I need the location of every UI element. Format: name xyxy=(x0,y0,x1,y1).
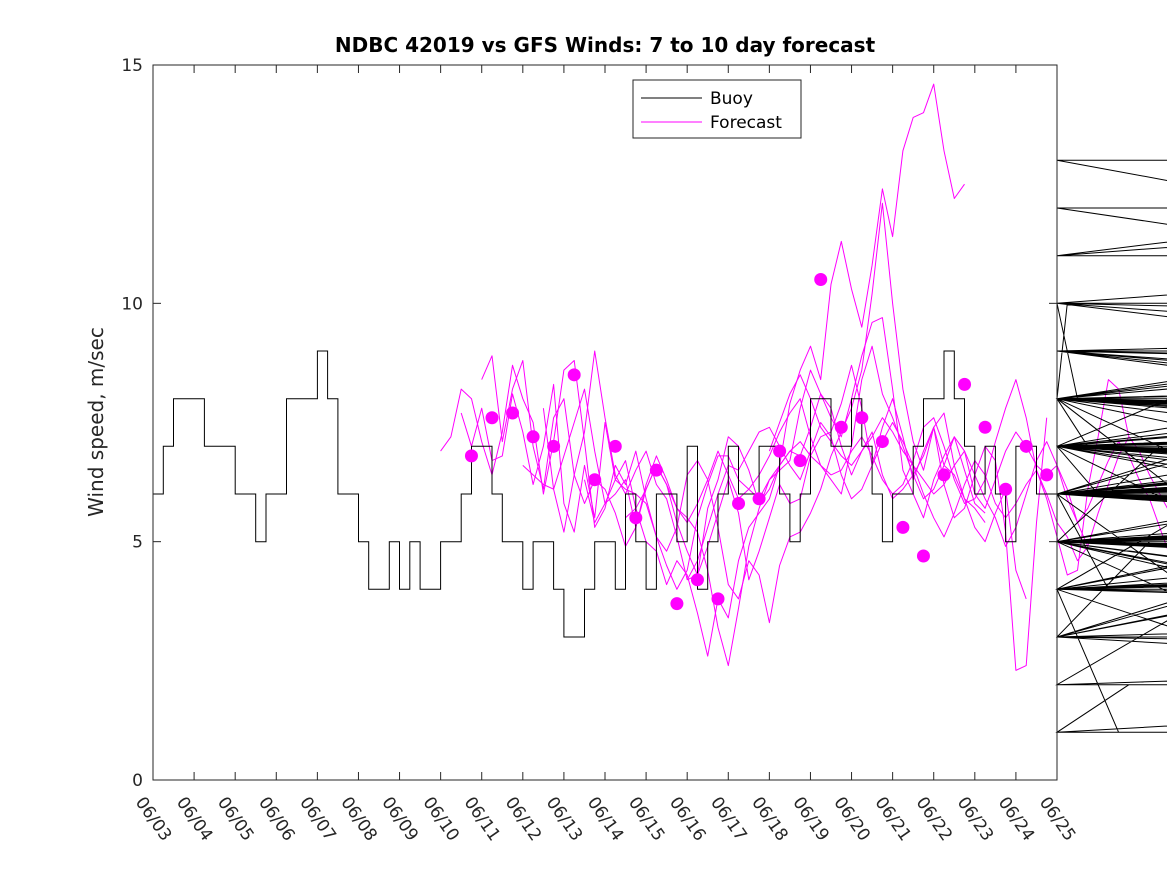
x-tick-label: 06/11 xyxy=(460,793,504,845)
forecast-marker xyxy=(1040,468,1054,482)
legend-label-forecast: Forecast xyxy=(710,113,782,133)
forecast-marker xyxy=(916,549,930,563)
forecast-marker xyxy=(711,592,725,606)
x-tick-label: 06/16 xyxy=(665,793,709,845)
y-tick-label: 0 xyxy=(132,771,143,791)
x-tick-label: 06/17 xyxy=(706,793,750,845)
legend-box xyxy=(632,79,802,139)
forecast-marker xyxy=(773,444,787,458)
forecast-marker xyxy=(896,520,910,534)
x-tick-label: 06/08 xyxy=(336,793,380,845)
forecast-marker xyxy=(649,463,663,477)
y-axis: 0 5 10 15 xyxy=(121,56,1057,791)
x-tick-label: 06/04 xyxy=(172,793,216,845)
forecast-trace xyxy=(522,364,1027,600)
x-tick-label: 06/24 xyxy=(994,793,1038,845)
x-tick-label: 06/21 xyxy=(871,793,915,845)
forecast-marker xyxy=(875,435,889,449)
forecast-marker xyxy=(752,492,766,506)
x-tick-label: 06/22 xyxy=(912,793,956,845)
forecast-trace xyxy=(584,345,1089,590)
x-tick-label: 06/07 xyxy=(295,793,339,845)
forecast-marker xyxy=(690,573,704,587)
forecast-trace xyxy=(768,374,1167,550)
x-tick-label: 06/20 xyxy=(829,793,873,845)
x-tick-label: 06/13 xyxy=(542,793,586,845)
x-tick-label: 06/05 xyxy=(213,793,257,845)
forecast-marker xyxy=(732,497,746,511)
x-tick-label: 06/15 xyxy=(624,793,668,845)
x-tick-label: 06/19 xyxy=(788,793,832,845)
forecast-marker xyxy=(814,273,828,286)
forecast-marker xyxy=(1019,439,1033,453)
x-tick-label: 06/03 xyxy=(131,793,175,845)
x-tick-label: 06/09 xyxy=(377,793,421,845)
y-tick-label: 15 xyxy=(121,56,143,76)
forecast-marker xyxy=(485,411,499,425)
x-tick-label: 06/25 xyxy=(1035,793,1079,845)
forecast-marker xyxy=(999,482,1013,496)
forecast-marker xyxy=(958,377,972,391)
forecast-marker xyxy=(855,411,869,425)
forecast-marker xyxy=(978,420,992,434)
forecast-marker xyxy=(506,406,520,420)
forecast-marker-layer xyxy=(464,273,1054,611)
forecast-marker xyxy=(937,468,951,482)
forecast-marker xyxy=(608,439,622,453)
y-tick-label: 5 xyxy=(132,533,143,553)
y-tick-label: 10 xyxy=(121,294,143,314)
forecast-trace xyxy=(460,83,965,657)
forecast-trace xyxy=(440,202,986,624)
forecast-marker xyxy=(526,430,540,444)
forecast-marker xyxy=(793,454,807,468)
forecast-trace xyxy=(481,317,986,667)
forecast-marker xyxy=(547,439,561,453)
forecast-marker xyxy=(670,597,684,611)
forecast-marker xyxy=(588,473,602,487)
y-axis-label: Wind speed, m/sec xyxy=(84,327,108,517)
x-tick-label: 06/06 xyxy=(254,793,298,845)
x-tick-label: 06/23 xyxy=(953,793,997,845)
x-tick-label: 06/18 xyxy=(747,793,791,845)
chart-title: NDBC 42019 vs GFS Winds: 7 to 10 day for… xyxy=(335,33,876,57)
legend-label-buoy: Buoy xyxy=(710,89,753,109)
forecast-marker xyxy=(834,420,848,434)
x-tick-label: 06/12 xyxy=(501,793,545,845)
x-tick-label: 06/10 xyxy=(419,793,463,845)
forecast-marker xyxy=(629,511,643,525)
legend: Buoy Forecast xyxy=(632,79,802,139)
x-tick-label: 06/14 xyxy=(583,793,627,845)
forecast-marker xyxy=(567,368,581,382)
forecast-marker xyxy=(464,449,478,463)
